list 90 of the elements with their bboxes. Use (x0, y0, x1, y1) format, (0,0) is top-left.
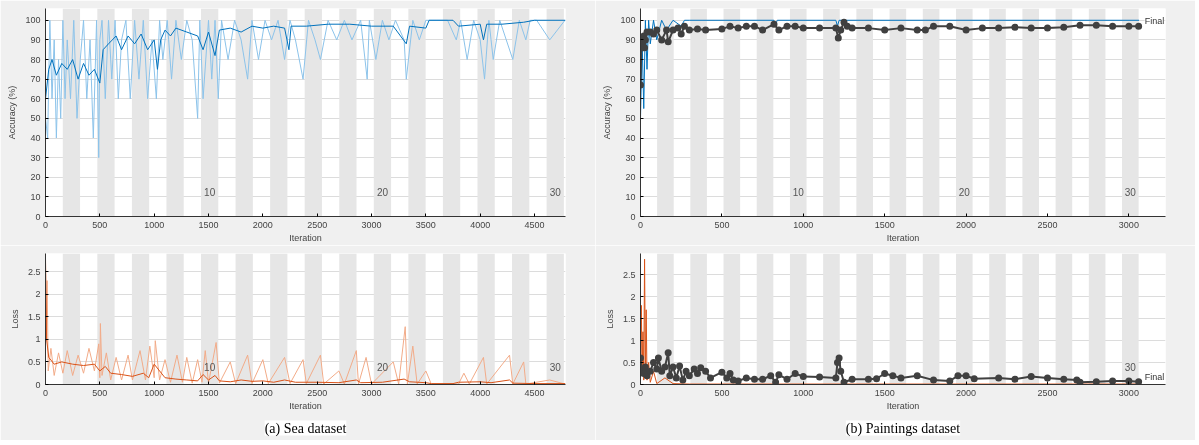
x-tick-label: 1500 (874, 387, 895, 398)
x-axis-title: Iteration (289, 400, 322, 411)
annotation: 20 (958, 186, 971, 198)
x-tick-label: 2500 (1037, 387, 1058, 398)
y-tick-label: 80 (30, 54, 41, 65)
x-tick-label: 3500 (415, 219, 436, 230)
x-tick-label: 4000 (470, 387, 491, 398)
y-tick-label: 10 (30, 191, 41, 202)
y-tick-label: 0 (35, 379, 41, 390)
y-tick-label: 2.5 (622, 269, 636, 280)
x-tick-label: 3000 (361, 219, 382, 230)
y-tick-label: 30 (30, 152, 41, 163)
y-tick-label: 50 (30, 113, 41, 124)
x-tick-label: 1000 (793, 219, 814, 230)
y-tick-label: 90 (625, 34, 636, 45)
y-tick-label: 40 (625, 133, 636, 144)
y-tick-label: 2 (35, 289, 41, 300)
annotation: 30 (1124, 362, 1137, 374)
x-tick-label: 4500 (524, 387, 545, 398)
y-tick-label: 40 (30, 133, 41, 144)
x-tick-label: 1000 (793, 387, 814, 398)
y-axis-title: Accuracy (%) (7, 85, 18, 140)
x-tick-label: 3500 (415, 387, 436, 398)
x-tick-label: 1500 (198, 387, 219, 398)
x-tick-label: 4000 (470, 219, 491, 230)
x-tick-label: 1500 (198, 219, 219, 230)
y-tick-label: 0 (35, 211, 41, 222)
annotation: 10 (792, 186, 805, 198)
y-tick-label: 1 (630, 335, 636, 346)
text: (a) Sea dataset (264, 420, 347, 437)
x-tick-label: 2500 (1037, 219, 1058, 230)
y-tick-label: 100 (620, 15, 636, 26)
y-tick-label: 100 (25, 15, 41, 26)
y-tick-label: 1 (35, 334, 41, 345)
y-tick-label: 50 (625, 113, 636, 124)
annotation: 10 (204, 186, 216, 198)
y-axis-title: Loss (604, 308, 615, 329)
annotation: Final (1144, 371, 1165, 382)
y-tick-label: 0 (630, 379, 636, 390)
x-tick-label: 0 (43, 219, 49, 230)
x-tick-label: 500 (92, 219, 108, 230)
y-tick-label: 70 (625, 74, 636, 85)
x-tick-label: 2000 (252, 387, 273, 398)
x-tick-label: 2000 (252, 219, 273, 230)
annotation: 30 (549, 186, 562, 198)
y-tick-label: 60 (625, 93, 636, 104)
x-tick-label: 0 (638, 387, 644, 398)
x-tick-label: 2500 (307, 219, 328, 230)
x-tick-label: 3000 (361, 387, 382, 398)
y-tick-label: 70 (30, 74, 41, 85)
y-axis-title: Loss (9, 308, 20, 329)
y-tick-label: 10 (625, 191, 636, 202)
y-tick-label: 80 (625, 54, 636, 65)
y-tick-label: 20 (30, 172, 41, 183)
annotation: 30 (549, 362, 562, 374)
x-tick-label: 1000 (144, 387, 165, 398)
y-tick-label: 0.5 (622, 357, 636, 368)
y-tick-label: 20 (625, 172, 636, 183)
x-tick-label: 1000 (144, 219, 165, 230)
y-tick-label: 1.5 (27, 311, 41, 322)
x-tick-label: 500 (92, 387, 108, 398)
y-tick-label: 60 (30, 93, 41, 104)
y-tick-label: 2 (630, 291, 636, 302)
x-tick-label: 1500 (874, 219, 895, 230)
y-tick-label: 0 (630, 211, 636, 222)
x-tick-label: 2000 (956, 387, 977, 398)
y-tick-label: 1.5 (622, 313, 636, 324)
x-tick-label: 2000 (956, 219, 977, 230)
y-tick-label: 2.5 (27, 266, 41, 277)
x-tick-label: 2500 (307, 387, 328, 398)
x-tick-label: 3000 (1118, 387, 1139, 398)
y-tick-label: 90 (30, 34, 41, 45)
annotation: 20 (376, 362, 389, 374)
x-axis-title: Iteration (886, 232, 920, 243)
y-tick-label: 0.5 (27, 356, 41, 367)
x-axis-title: Iteration (886, 400, 920, 411)
annotation: 30 (1124, 186, 1137, 198)
x-tick-label: 500 (714, 387, 730, 398)
annotation: Final (1144, 16, 1165, 27)
x-tick-label: 4500 (524, 219, 545, 230)
annotation: 20 (376, 186, 389, 198)
x-tick-label: 3000 (1118, 219, 1139, 230)
x-tick-label: 0 (43, 387, 49, 398)
x-tick-label: 0 (638, 219, 644, 230)
y-axis-title: Accuracy (%) (602, 85, 613, 140)
y-tick-label: 30 (625, 152, 636, 163)
annotation: 10 (204, 362, 216, 374)
x-axis-title: Iteration (289, 232, 322, 243)
x-tick-label: 500 (714, 219, 730, 230)
text: (b) Paintings dataset (845, 420, 961, 437)
